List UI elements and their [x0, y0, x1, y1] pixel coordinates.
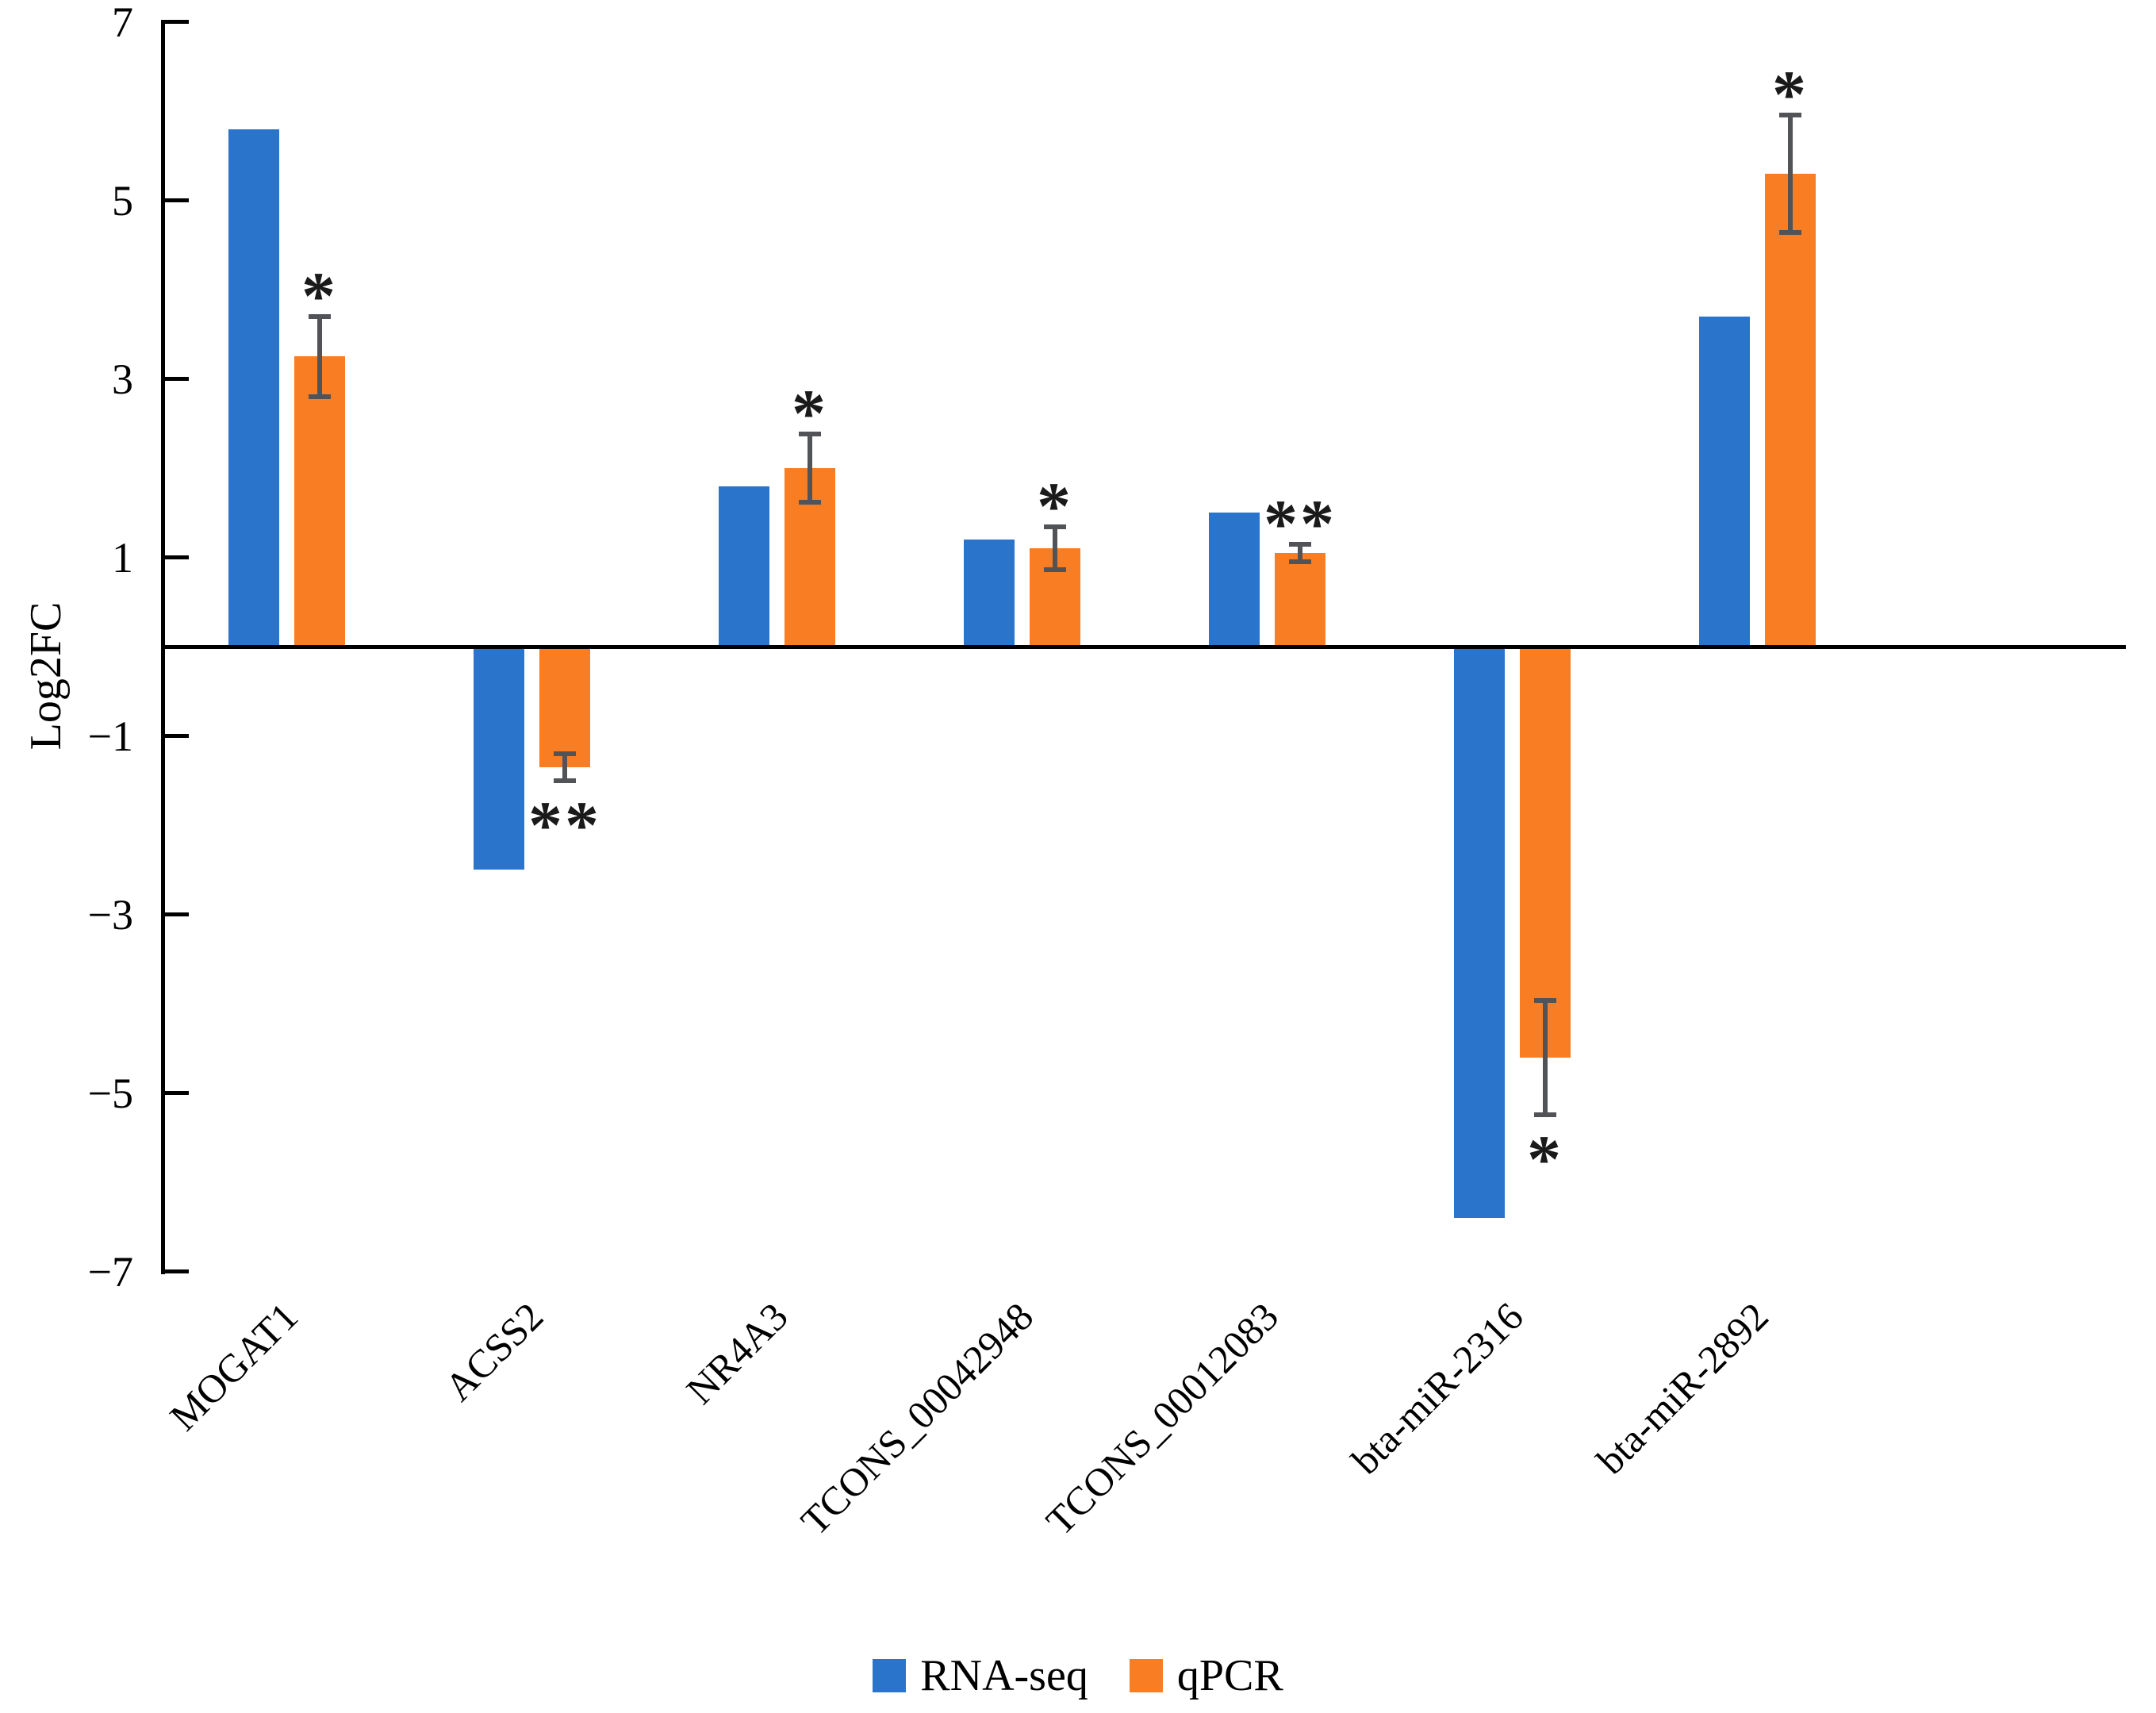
error-bar-line [1298, 543, 1302, 563]
significance-marker: * [1772, 56, 1809, 133]
error-bar-cap-top [1534, 997, 1556, 1003]
y-tick-mark [163, 734, 189, 738]
error-bar-cap-top [1779, 112, 1801, 117]
error-bar-cap-top [1289, 541, 1311, 547]
bar-qpcr [1765, 173, 1816, 647]
x-axis-line [161, 645, 2126, 649]
bar-rna-seq [474, 647, 524, 870]
error-bar-line [808, 434, 812, 502]
error-bar-line [317, 316, 322, 397]
x-category-label: MOGAT1 [161, 1293, 307, 1439]
error-bar-line [1788, 114, 1793, 232]
significance-marker: * [1037, 468, 1073, 545]
error-bar-cap-bottom [1534, 1112, 1556, 1117]
significance-marker: * [301, 257, 338, 334]
legend-item-qpcr: qPCR [1129, 1651, 1283, 1700]
legend-item-rna-seq: RNA-seq [873, 1652, 1088, 1700]
bar-rna-seq [1699, 316, 1750, 647]
error-bar-cap-top [1044, 524, 1066, 530]
y-tick-label: 3 [112, 355, 133, 403]
x-category-label: ACSS2 [435, 1293, 552, 1410]
significance-marker: ** [1264, 485, 1337, 562]
y-tick-mark [163, 198, 189, 202]
y-tick-label: −3 [87, 890, 133, 939]
x-category-label: TCONS_00042948 [792, 1293, 1042, 1544]
x-category-label: bta-miR-2892 [1588, 1293, 1778, 1483]
legend: RNA-seq qPCR [0, 1652, 2156, 1700]
significance-marker: ** [528, 786, 601, 863]
y-tick-label: −1 [87, 712, 133, 760]
error-bar-cap-top [309, 313, 331, 319]
bar-qpcr [539, 647, 590, 767]
error-bar-line [1053, 527, 1057, 570]
bar-rna-seq [1209, 513, 1260, 647]
bar-rna-seq [228, 129, 279, 647]
x-category-label: TCONS_00012083 [1037, 1293, 1287, 1544]
y-tick-mark [163, 1269, 189, 1273]
legend-swatch-qpcr [1129, 1659, 1163, 1692]
error-bar-cap-bottom [799, 499, 821, 505]
x-category-label: NR4A3 [677, 1293, 797, 1413]
y-tick-label: 7 [112, 0, 133, 46]
y-tick-label: −5 [87, 1069, 133, 1117]
legend-label-rna-seq: RNA-seq [920, 1651, 1088, 1700]
error-bar-cap-bottom [1779, 230, 1801, 235]
y-tick-mark [163, 1091, 189, 1095]
y-tick-label: 5 [112, 176, 133, 225]
legend-swatch-rna-seq [873, 1659, 907, 1692]
error-bar-line [562, 754, 567, 781]
bar-rna-seq [719, 486, 769, 647]
bar-rna-seq [1454, 647, 1505, 1218]
error-bar-cap-bottom [309, 394, 331, 399]
error-bar-cap-bottom [554, 778, 576, 783]
significance-marker: * [1527, 1120, 1563, 1197]
error-bar-cap-bottom [1044, 567, 1066, 573]
significance-marker: * [792, 375, 828, 452]
bar-qpcr [1275, 552, 1325, 647]
y-tick-label: −7 [87, 1247, 133, 1296]
error-bar-cap-bottom [1289, 559, 1311, 565]
x-category-label: bta-miR-2316 [1343, 1293, 1533, 1483]
y-tick-mark [163, 377, 189, 381]
bar-qpcr [1520, 647, 1571, 1058]
y-tick-mark [163, 20, 189, 24]
y-tick-mark [163, 912, 189, 916]
legend-label-qpcr: qPCR [1176, 1651, 1283, 1700]
error-bar-cap-top [799, 432, 821, 437]
y-tick-label: 1 [112, 533, 133, 582]
error-bar-line [1543, 1000, 1548, 1115]
error-bar-cap-top [554, 751, 576, 756]
bar-qpcr [294, 356, 345, 647]
y-tick-mark [163, 555, 189, 559]
bar-rna-seq [964, 540, 1015, 647]
